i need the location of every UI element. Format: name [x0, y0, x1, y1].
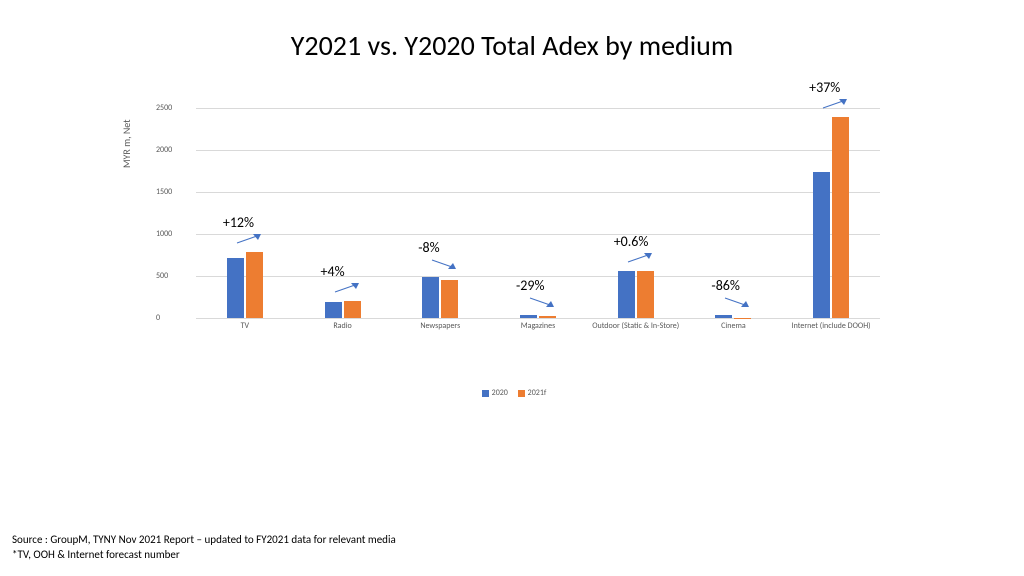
bar-2020 — [715, 315, 732, 318]
trend-arrow-icon — [528, 295, 556, 314]
delta-annotation: +12% — [223, 214, 254, 231]
legend: 2020 2021f — [140, 388, 880, 398]
source-footnote: Source : GroupM, TYNY Nov 2021 Report – … — [12, 533, 396, 562]
y-tick-label: 1000 — [156, 229, 172, 239]
bar-2021 — [832, 117, 849, 318]
trend-arrow-icon — [333, 281, 361, 300]
legend-swatch-2021 — [518, 390, 525, 397]
category-label: Internet (include DOOH) — [772, 322, 890, 331]
bar-2020 — [520, 315, 537, 318]
bar-2021 — [344, 301, 361, 318]
source-line-1: Source : GroupM, TYNY Nov 2021 Report – … — [12, 533, 396, 547]
delta-annotation: +4% — [321, 263, 345, 280]
legend-swatch-2020 — [482, 390, 489, 397]
adex-chart: MYR m, Net 05001000150020002500TV+12%Rad… — [140, 108, 880, 348]
bar-group: Magazines-29% — [489, 108, 587, 318]
trend-arrow-icon — [430, 257, 458, 276]
bar-2021 — [539, 316, 556, 318]
bar-2021 — [441, 280, 458, 318]
chart-title: Y2021 vs. Y2020 Total Adex by medium — [0, 28, 1024, 63]
bar-2020 — [227, 258, 244, 318]
y-tick-label: 500 — [156, 271, 168, 281]
bar-2021 — [734, 318, 751, 319]
bar-2020 — [422, 277, 439, 318]
y-axis-title: MYR m, Net — [120, 119, 133, 168]
bar-2021 — [637, 271, 654, 318]
bar-group: Radio+4% — [294, 108, 392, 318]
y-tick-label: 0 — [156, 313, 160, 323]
trend-arrow-icon — [821, 97, 849, 116]
trend-arrow-icon — [723, 295, 751, 314]
delta-annotation: +0.6% — [614, 233, 649, 250]
bar-2020 — [325, 302, 342, 318]
delta-annotation: -8% — [418, 239, 439, 256]
y-tick-label: 2000 — [156, 145, 172, 155]
legend-label-2021: 2021f — [528, 388, 547, 398]
legend-label-2020: 2020 — [492, 388, 508, 398]
source-line-2: *TV, OOH & Internet forecast number — [12, 548, 396, 562]
bar-2020 — [618, 271, 635, 318]
delta-annotation: -29% — [516, 277, 545, 294]
bar-group: Outdoor (Static & In-Store)+0.6% — [587, 108, 685, 318]
bar-2020 — [813, 172, 830, 318]
bar-group: TV+12% — [196, 108, 294, 318]
trend-arrow-icon — [235, 232, 263, 251]
y-tick-label: 1500 — [156, 187, 172, 197]
trend-arrow-icon — [626, 251, 654, 270]
y-tick-label: 2500 — [156, 103, 172, 113]
delta-annotation: +37% — [809, 79, 840, 96]
delta-annotation: -86% — [711, 277, 740, 294]
bar-group: Cinema-86% — [685, 108, 783, 318]
bar-group: Internet (include DOOH)+37% — [782, 108, 880, 318]
plot-area: 05001000150020002500TV+12%Radio+4%Newspa… — [196, 108, 880, 319]
bar-2021 — [246, 252, 263, 318]
bar-group: Newspapers-8% — [391, 108, 489, 318]
